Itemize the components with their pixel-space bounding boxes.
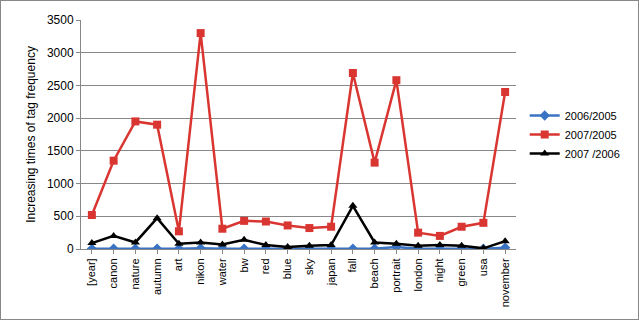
svg-text:usa: usa (477, 258, 489, 277)
svg-text:november: november (499, 258, 511, 307)
svg-text:1000: 1000 (47, 177, 74, 191)
svg-text:canon: canon (107, 258, 119, 288)
svg-text:red: red (259, 258, 271, 274)
svg-text:3500: 3500 (47, 13, 74, 27)
svg-text:1500: 1500 (47, 144, 74, 158)
svg-text:2007/2005: 2007/2005 (565, 129, 617, 141)
svg-text:3000: 3000 (47, 46, 74, 60)
svg-text:autumn: autumn (151, 258, 163, 295)
svg-text:500: 500 (54, 209, 74, 223)
svg-text:beach: beach (368, 258, 380, 288)
svg-text:london: london (412, 258, 424, 291)
svg-text:art: art (172, 258, 184, 271)
svg-text:fall: fall (346, 258, 358, 272)
svg-text:blue: blue (281, 258, 293, 279)
svg-text:0: 0 (67, 242, 74, 256)
svg-text:2007 /2006: 2007 /2006 (565, 148, 620, 160)
svg-text:2006/2005: 2006/2005 (565, 110, 617, 122)
svg-text:2000: 2000 (47, 111, 74, 125)
svg-text:nature: nature (129, 258, 141, 289)
svg-text:sky: sky (303, 258, 315, 275)
svg-text:[year]: [year] (85, 258, 97, 286)
svg-text:portrait: portrait (390, 258, 402, 292)
svg-text:Increasing times of tag freque: Increasing times of tag frequency (24, 46, 38, 223)
svg-text:2500: 2500 (47, 79, 74, 93)
svg-text:green: green (455, 258, 467, 286)
svg-text:japan: japan (325, 258, 337, 286)
svg-text:night: night (433, 258, 445, 282)
svg-text:water: water (216, 258, 228, 286)
svg-text:nikon: nikon (194, 258, 206, 284)
svg-text:bw: bw (238, 258, 250, 272)
